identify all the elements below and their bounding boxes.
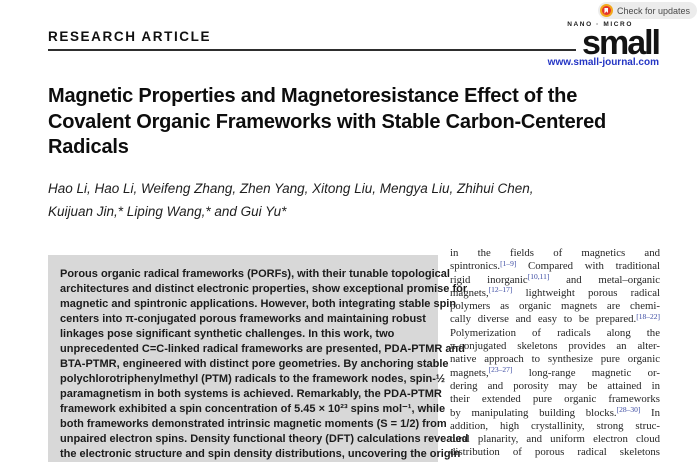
intro-line: Polymerization of radicals along the (450, 327, 660, 340)
intro-line: dering and porosity may be attained in (450, 380, 660, 393)
abstract-line: linkages pose significant synthetic chal… (60, 328, 395, 340)
intro-line: spintronics.[1–9] Compared with traditio… (450, 258, 660, 273)
intro-line: by manipulating building blocks.[28–30] … (450, 405, 661, 420)
check-for-updates-button[interactable]: Check for updates (597, 2, 697, 19)
citation-link[interactable]: [1–9] (500, 258, 517, 268)
abstract-text: Porous organic radical frameworks (PORFs… (60, 267, 469, 462)
intro-line: cally diverse and easy to be prepared.[1… (450, 311, 660, 326)
text-segment: π-conjugated skeletons provides an alter… (450, 340, 660, 353)
journal-logo: NANO · MICRO small (567, 21, 661, 62)
text-segment: long-range magnetic or- (512, 366, 660, 379)
paper-title-line: Radicals (48, 136, 129, 158)
intro-line: π-conjugated skeletons provides an alter… (450, 340, 660, 353)
abstract-line: framework exhibited a spin concentration… (60, 403, 446, 415)
abstract-line: both frameworks demonstrated intrinsic m… (60, 418, 447, 430)
text-segment: polymers as organic magnets are chemi- (450, 300, 660, 313)
intro-line: polymers as organic magnets are chemi- (450, 300, 660, 313)
intro-line: their extended pure organic frameworks (450, 393, 660, 406)
check-for-updates-icon (599, 4, 613, 17)
journal-logo-tagline: NANO · MICRO (567, 21, 633, 28)
header-divider (48, 49, 576, 51)
intro-text: in the fields of magnetics and spintronic… (450, 247, 660, 460)
abstract-box: Porous organic radical frameworks (PORFs… (48, 255, 469, 462)
intro-line: rigid inorganic[10,11] and metal–organic (450, 272, 660, 287)
citation-link[interactable]: [28–30] (616, 405, 641, 415)
text-segment: dering and porosity may be attained in (450, 379, 660, 392)
intro-line: magnets,[12–17] lightweight porous radic… (450, 285, 660, 300)
text-segment: magnets, (450, 366, 489, 379)
text-segment: In (640, 406, 661, 419)
citation-link[interactable]: [10,11] (527, 272, 550, 282)
introduction-column: in the fields of magnetics and spintronic… (450, 247, 660, 460)
abstract-line: centers into π-conjugated porous framewo… (60, 313, 426, 325)
abstract-line: architectures and distinct electronic pr… (60, 283, 468, 295)
journal-logo-wordmark: small (582, 23, 661, 62)
text-segment: and metal–organic (549, 273, 660, 286)
intro-line: magnets,[23–27] long-range magnetic or- (450, 365, 660, 380)
author-list-line: Kuijuan Jin,* Liping Wang,* and Gui Yu* (48, 203, 287, 219)
journal-url-link[interactable]: www.small-journal.com (547, 57, 659, 68)
text-segment: rigid inorganic (450, 273, 528, 286)
intro-line: addition, high crystallinity, strong str… (450, 420, 660, 433)
abstract-line: Porous organic radical frameworks (PORFs… (60, 268, 450, 280)
intro-line: in the fields of magnetics and (450, 247, 660, 260)
abstract-line: unprecedented C=C-linked radical framewo… (60, 343, 465, 355)
text-segment: Compared with traditional (516, 260, 660, 273)
abstract-line: paramagnetism in both systems is achieve… (60, 388, 442, 400)
text-segment: cally diverse and easy to be prepared. (450, 313, 637, 326)
paper-title-line: Magnetic Properties and Magnetoresistanc… (48, 85, 578, 107)
citation-link[interactable]: [18–22] (636, 311, 660, 321)
abstract-line: magnetic and spintronic applications. Ho… (60, 298, 457, 310)
text-segment: distribution of porous radical skeletons (450, 446, 660, 459)
text-segment: tural planarity, and uniform electron cl… (450, 433, 660, 446)
text-segment: addition, high crystallinity, strong str… (450, 419, 660, 432)
intro-line: distribution of porous radical skeletons (450, 446, 660, 459)
abstract-line: the electronic structure and spin densit… (60, 448, 461, 460)
abstract-line: unpaired electron spins. Density functio… (60, 433, 469, 445)
paper-title: Magnetic Properties and Magnetoresistanc… (48, 84, 668, 161)
abstract-line: BTA-PTMR, engineered with distinct pore … (60, 358, 449, 370)
text-segment: spintronics. (450, 260, 501, 273)
intro-line: tural planarity, and uniform electron cl… (450, 433, 660, 446)
text-segment: magnets, (450, 286, 489, 299)
author-list: Hao Li, Hao Li, Weifeng Zhang, Zhen Yang… (48, 178, 668, 223)
check-for-updates-label: Check for updates (616, 5, 690, 16)
text-segment: native approach to synthesize pure organ… (450, 353, 660, 366)
text-segment: in the fields of magnetics and (450, 247, 660, 259)
text-segment: Polymerization of radicals along the (450, 326, 660, 339)
text-segment: their extended pure organic frameworks (450, 393, 660, 406)
article-type-label: RESEARCH ARTICLE (48, 29, 212, 44)
citation-link[interactable]: [23–27] (488, 365, 513, 375)
text-segment: by manipulating building blocks. (450, 406, 617, 419)
intro-line: native approach to synthesize pure organ… (450, 353, 660, 366)
author-list-line: Hao Li, Hao Li, Weifeng Zhang, Zhen Yang… (48, 181, 534, 196)
citation-link[interactable]: [12–17] (488, 285, 513, 295)
abstract-line: polychlorotriphenylmethyl (PTM) radicals… (60, 373, 446, 385)
text-segment: lightweight porous radical (512, 286, 660, 299)
paper-title-line: Covalent Organic Frameworks with Stable … (48, 110, 607, 133)
